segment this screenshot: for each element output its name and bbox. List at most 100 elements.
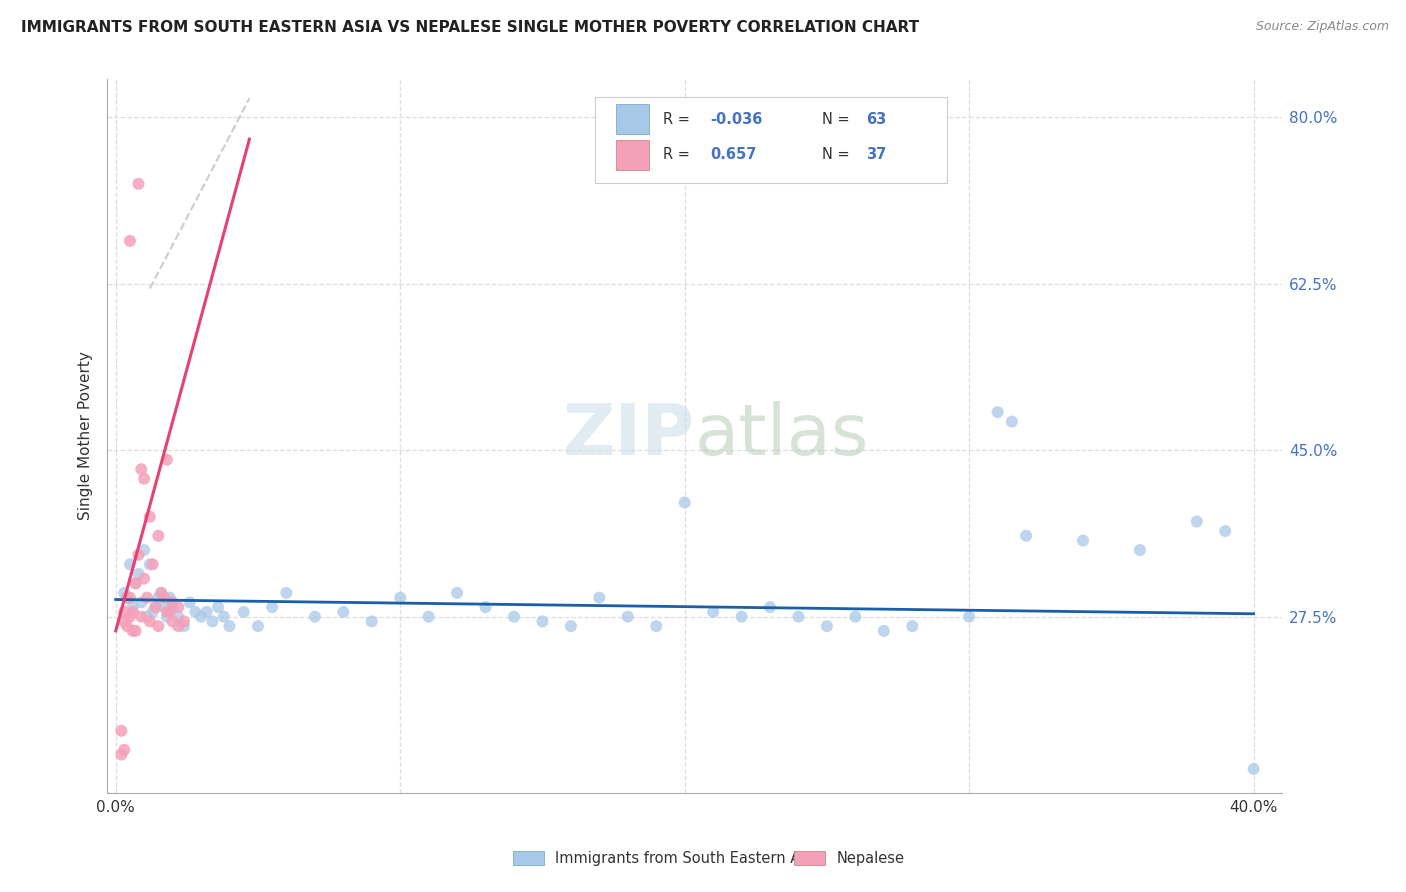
Point xyxy=(218,619,240,633)
Point xyxy=(304,609,326,624)
Point xyxy=(145,600,167,615)
FancyBboxPatch shape xyxy=(595,97,948,183)
Point xyxy=(1185,515,1208,529)
Text: Immigrants from South Eastern Asia: Immigrants from South Eastern Asia xyxy=(555,851,821,865)
Point xyxy=(153,600,176,615)
Point xyxy=(901,619,924,633)
Point xyxy=(987,405,1010,419)
Point xyxy=(645,619,668,633)
Point xyxy=(142,558,165,572)
Point xyxy=(139,558,162,572)
Point xyxy=(112,615,135,629)
Point xyxy=(184,605,207,619)
Point xyxy=(173,619,195,633)
Text: R =: R = xyxy=(662,112,695,127)
Point xyxy=(1129,543,1152,558)
Point xyxy=(139,615,162,629)
Point xyxy=(167,619,190,633)
Text: 63: 63 xyxy=(866,112,886,127)
Point xyxy=(115,619,138,633)
Point xyxy=(121,605,143,619)
Point xyxy=(110,723,132,738)
Point xyxy=(179,595,201,609)
Point xyxy=(246,619,269,633)
Text: atlas: atlas xyxy=(695,401,869,470)
Point xyxy=(127,548,149,562)
FancyBboxPatch shape xyxy=(616,140,648,169)
Point xyxy=(588,591,610,605)
Point xyxy=(190,609,212,624)
Point xyxy=(156,452,179,467)
Point xyxy=(124,576,146,591)
Point xyxy=(112,605,135,619)
Point xyxy=(118,558,141,572)
Point xyxy=(418,609,440,624)
Text: Nepalese: Nepalese xyxy=(837,851,904,865)
Point xyxy=(730,609,752,624)
Point xyxy=(673,495,696,509)
Point xyxy=(195,605,218,619)
Point xyxy=(118,609,141,624)
Point xyxy=(110,747,132,762)
Point xyxy=(167,600,190,615)
Y-axis label: Single Mother Poverty: Single Mother Poverty xyxy=(79,351,93,520)
Text: R =: R = xyxy=(662,147,695,162)
Point xyxy=(156,609,179,624)
Point xyxy=(121,624,143,638)
Point xyxy=(276,586,298,600)
Point xyxy=(1243,762,1265,776)
Point xyxy=(162,595,184,609)
Point xyxy=(145,600,167,615)
Point xyxy=(115,591,138,605)
Point xyxy=(118,234,141,248)
Point xyxy=(1213,524,1236,538)
Point xyxy=(201,615,224,629)
Point xyxy=(150,586,173,600)
Point xyxy=(474,600,496,615)
Point xyxy=(121,600,143,615)
Point xyxy=(156,605,179,619)
Point xyxy=(360,615,382,629)
Text: Source: ZipAtlas.com: Source: ZipAtlas.com xyxy=(1256,20,1389,33)
Point xyxy=(503,609,526,624)
Point xyxy=(134,572,156,586)
Point xyxy=(759,600,782,615)
Point xyxy=(332,605,354,619)
Point xyxy=(134,472,156,486)
Point xyxy=(127,566,149,581)
Point xyxy=(207,600,229,615)
Point xyxy=(167,609,190,624)
Point xyxy=(1071,533,1094,548)
Point xyxy=(118,591,141,605)
Point xyxy=(873,624,896,638)
Point xyxy=(173,615,195,629)
Point xyxy=(702,605,724,619)
Point xyxy=(153,591,176,605)
Point xyxy=(115,591,138,605)
Text: N =: N = xyxy=(821,147,853,162)
Point xyxy=(560,619,582,633)
Text: 0.657: 0.657 xyxy=(710,147,756,162)
Point xyxy=(129,609,152,624)
Point xyxy=(162,600,184,615)
Point xyxy=(389,591,412,605)
Point xyxy=(148,591,170,605)
Point xyxy=(815,619,838,633)
Point xyxy=(112,586,135,600)
Point xyxy=(212,609,235,624)
Point xyxy=(957,609,980,624)
Point xyxy=(112,743,135,757)
Point xyxy=(446,586,468,600)
Point xyxy=(134,543,156,558)
Point xyxy=(150,586,173,600)
Text: ZIP: ZIP xyxy=(562,401,695,470)
Text: N =: N = xyxy=(821,112,853,127)
Point xyxy=(159,605,181,619)
Text: IMMIGRANTS FROM SOUTH EASTERN ASIA VS NEPALESE SINGLE MOTHER POVERTY CORRELATION: IMMIGRANTS FROM SOUTH EASTERN ASIA VS NE… xyxy=(21,20,920,35)
Point xyxy=(844,609,866,624)
Point xyxy=(617,609,640,624)
Point xyxy=(129,462,152,476)
Point xyxy=(124,576,146,591)
Point xyxy=(124,624,146,638)
Text: -0.036: -0.036 xyxy=(710,112,762,127)
